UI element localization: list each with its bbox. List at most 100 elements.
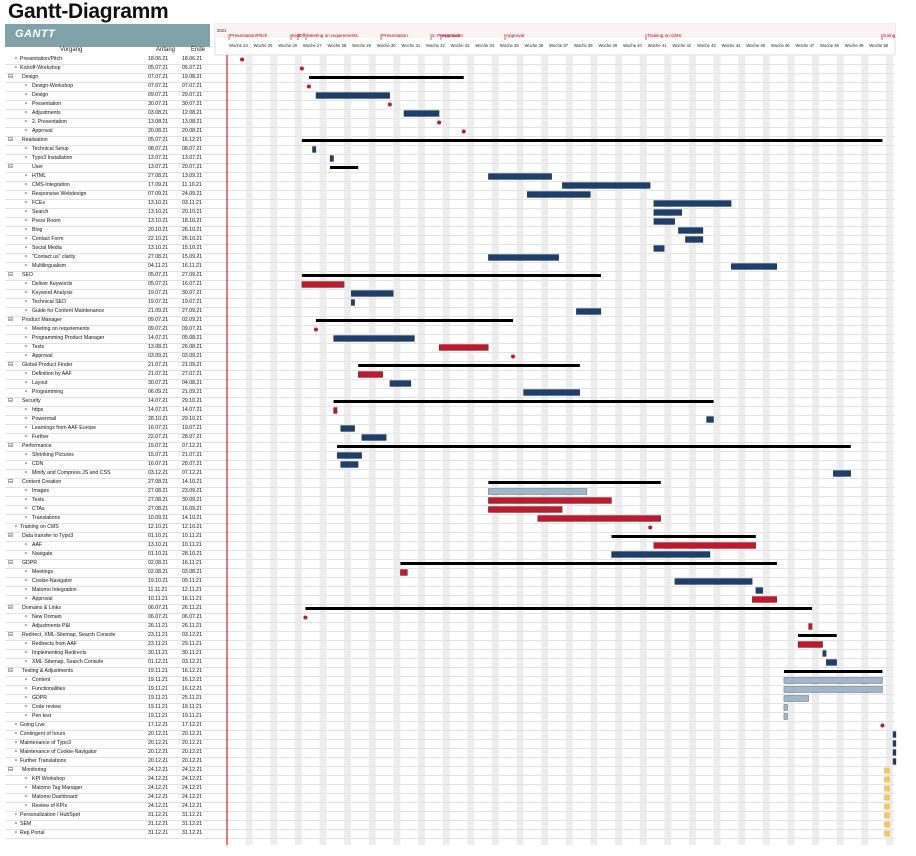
- task-name[interactable]: Approval: [32, 353, 53, 359]
- task-name[interactable]: Texts: [32, 497, 45, 503]
- task-name[interactable]: Press Room: [32, 218, 61, 224]
- task-name[interactable]: Testing & Adjustments: [22, 668, 74, 674]
- task-name[interactable]: CDN: [32, 461, 44, 467]
- task-name[interactable]: Design-Workshop: [32, 83, 74, 89]
- task-name[interactable]: Shrinking Pictures: [32, 452, 74, 458]
- task-name[interactable]: Cookie-Navigator: [32, 578, 73, 584]
- task-name[interactable]: Training on CMS: [20, 524, 59, 530]
- task-name[interactable]: Redirect, XML-Sitemap, Search Console: [22, 632, 116, 638]
- task-name[interactable]: Technical Setup: [32, 146, 69, 152]
- task-name[interactable]: Meetings: [32, 569, 54, 575]
- collapse-toggle-icon[interactable]: ⊟: [8, 443, 14, 449]
- collapse-toggle-icon[interactable]: ⊟: [8, 767, 14, 773]
- task-name[interactable]: Approval: [32, 128, 53, 134]
- task-name[interactable]: Maintenance of Cookie-Navigator: [20, 749, 97, 755]
- task-name[interactable]: Review of KPIs: [32, 803, 68, 809]
- task-name[interactable]: Technical SEO: [32, 299, 67, 305]
- task-name[interactable]: Rep Portal: [20, 830, 45, 836]
- task-name[interactable]: Typo3 Installation: [32, 155, 73, 161]
- task-name[interactable]: Presentation: [32, 101, 62, 107]
- task-name[interactable]: Performance: [22, 443, 52, 449]
- collapse-toggle-icon[interactable]: ⊟: [8, 362, 14, 368]
- collapse-toggle-icon[interactable]: ⊟: [8, 632, 14, 638]
- task-name[interactable]: 2. Presentation: [32, 119, 67, 125]
- collapse-toggle-icon[interactable]: ⊟: [8, 479, 14, 485]
- task-name[interactable]: Images: [32, 488, 50, 494]
- task-name[interactable]: Global Product Finder: [22, 362, 73, 368]
- task-name[interactable]: Matomo Tag Manager: [32, 785, 83, 791]
- task-name[interactable]: Search: [32, 209, 49, 215]
- task-name[interactable]: "Contact us" clarity: [32, 254, 76, 260]
- task-name[interactable]: XML-Sitemap, Search Console: [32, 659, 104, 665]
- task-name[interactable]: AAF: [32, 542, 43, 548]
- task-name[interactable]: Going Live: [20, 722, 45, 728]
- task-name[interactable]: Contact Form: [32, 236, 64, 242]
- task-name[interactable]: User: [32, 164, 43, 170]
- task-name[interactable]: Keyword Analysis: [32, 290, 73, 296]
- collapse-toggle-icon[interactable]: ⊟: [8, 272, 14, 278]
- collapse-toggle-icon[interactable]: ⊟: [8, 74, 14, 80]
- task-name[interactable]: SEO: [22, 272, 33, 278]
- task-name[interactable]: Further Translations: [20, 758, 67, 764]
- task-name[interactable]: https: [32, 407, 44, 413]
- task-name[interactable]: Data transfer to Typo3: [22, 533, 74, 539]
- task-name[interactable]: Layout: [32, 380, 48, 386]
- task-name[interactable]: Design: [22, 74, 39, 80]
- task-name[interactable]: Functionalities: [32, 686, 66, 692]
- task-name[interactable]: Presentation/Pitch: [20, 56, 63, 62]
- task-name[interactable]: Guide for Content Maintenance: [32, 308, 105, 314]
- task-name[interactable]: Monitoring: [22, 767, 47, 773]
- task-name[interactable]: Kickoff-Workshop: [20, 65, 61, 71]
- task-name[interactable]: Pen test: [32, 713, 52, 719]
- task-name[interactable]: Programming: [32, 389, 64, 395]
- task-name[interactable]: Content: [32, 677, 51, 683]
- task-name[interactable]: Domains & Links: [22, 605, 61, 611]
- task-name[interactable]: Minify and Compress JS and CSS: [32, 470, 111, 476]
- task-name[interactable]: HTML: [32, 173, 47, 179]
- task-name[interactable]: Matomo Integration: [32, 587, 77, 593]
- collapse-toggle-icon[interactable]: ⊟: [8, 668, 14, 674]
- task-name[interactable]: Further: [32, 434, 49, 440]
- task-name[interactable]: Contingent of hours: [20, 731, 66, 737]
- task-name[interactable]: Learnings from AAF Europe: [32, 425, 97, 431]
- task-name[interactable]: Definition by AAF: [32, 371, 72, 377]
- task-name[interactable]: GDPR: [32, 695, 47, 701]
- task-name[interactable]: FCEs: [32, 200, 45, 206]
- task-name[interactable]: Blog: [32, 227, 43, 233]
- task-name[interactable]: Adjustments P&I: [32, 623, 71, 629]
- task-name[interactable]: Responsive Webdesign: [32, 191, 87, 197]
- collapse-toggle-icon[interactable]: ⊟: [8, 398, 14, 404]
- collapse-toggle-icon[interactable]: ⊟: [8, 560, 14, 566]
- task-name[interactable]: SEM: [20, 821, 32, 827]
- task-name[interactable]: Translations: [32, 515, 61, 521]
- task-name[interactable]: CTAs: [32, 506, 45, 512]
- task-name[interactable]: New Domain: [32, 614, 62, 620]
- task-name[interactable]: CMS-Integration: [32, 182, 70, 188]
- task-name[interactable]: Matomo Dashboard: [32, 794, 78, 800]
- task-name[interactable]: Deliver Keywords: [32, 281, 73, 287]
- task-name[interactable]: Adjustments: [32, 110, 61, 116]
- task-name[interactable]: Product Manager: [22, 317, 62, 323]
- task-name[interactable]: Approval: [32, 596, 53, 602]
- task-name[interactable]: Personalization / HubSpot: [20, 812, 80, 818]
- task-name[interactable]: KPI Workshop: [32, 776, 66, 782]
- task-name[interactable]: Design: [32, 92, 49, 98]
- task-name[interactable]: Maintenance of Typo3: [20, 740, 71, 746]
- task-name[interactable]: Powermail: [32, 416, 57, 422]
- collapse-toggle-icon[interactable]: ⊟: [8, 164, 14, 170]
- task-name[interactable]: Navigate: [32, 551, 53, 557]
- task-name[interactable]: Implementing Redirects: [32, 650, 87, 656]
- collapse-toggle-icon[interactable]: ⊟: [8, 137, 14, 143]
- task-name[interactable]: Meeting on requirements: [32, 326, 90, 332]
- task-name[interactable]: Code review: [32, 704, 61, 710]
- task-name[interactable]: GDPR: [22, 560, 37, 566]
- task-name[interactable]: Content Creation: [22, 479, 62, 485]
- collapse-toggle-icon[interactable]: ⊟: [8, 533, 14, 539]
- task-name[interactable]: Redirects from AAF: [32, 641, 77, 647]
- task-name[interactable]: Realisation: [22, 137, 48, 143]
- collapse-toggle-icon[interactable]: ⊟: [8, 317, 14, 323]
- collapse-toggle-icon[interactable]: ⊟: [8, 605, 14, 611]
- task-name[interactable]: Social Media: [32, 245, 62, 251]
- task-name[interactable]: Security: [22, 398, 41, 404]
- task-name[interactable]: Tests: [32, 344, 45, 350]
